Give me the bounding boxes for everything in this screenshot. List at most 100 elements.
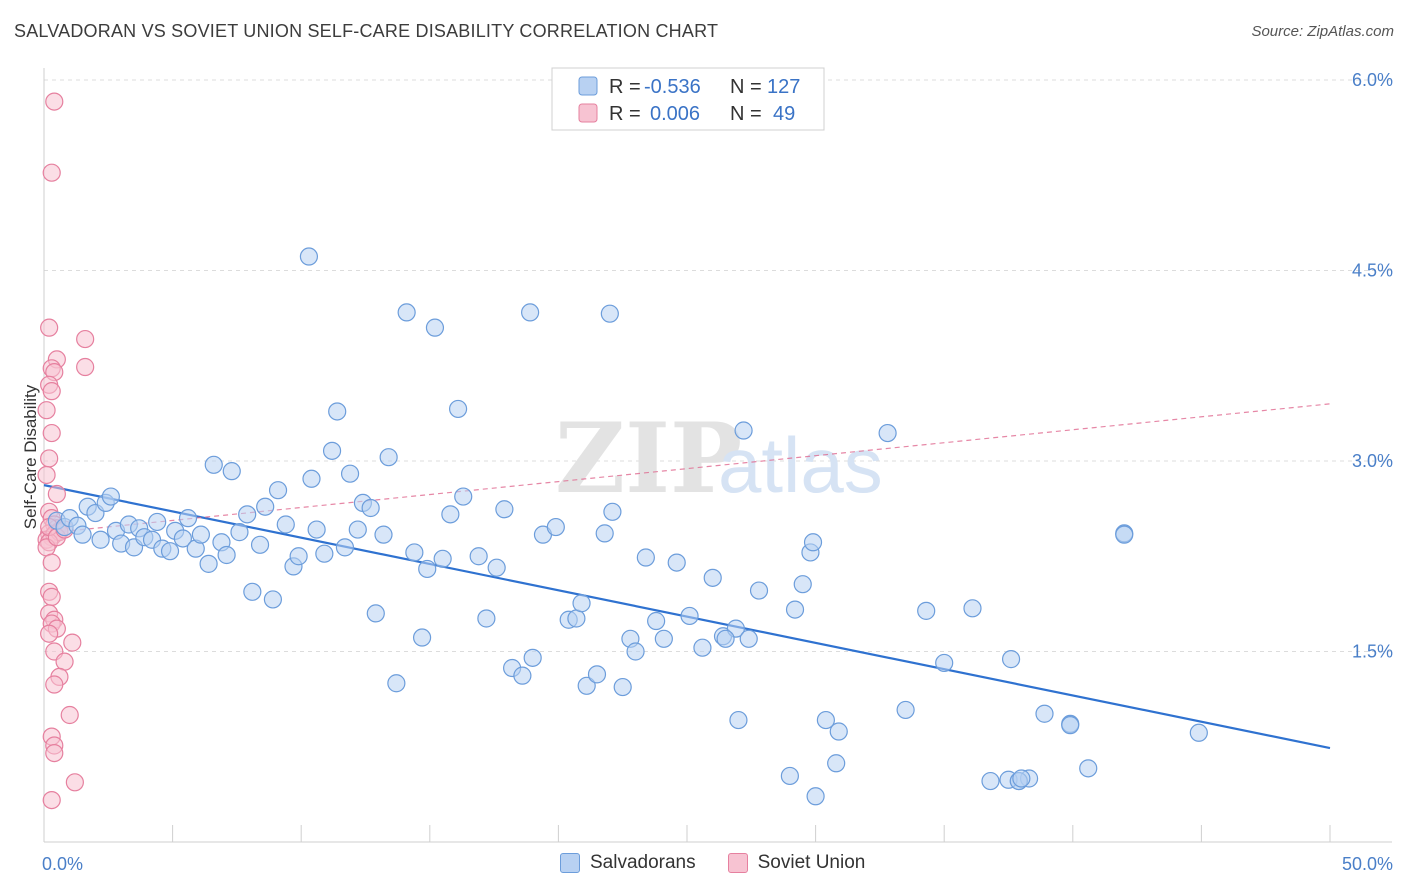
salvadorans-point: [785, 600, 805, 619]
salvadorans-point: [647, 611, 666, 631]
salvadorans-point: [405, 543, 424, 562]
bottom-legend: Salvadorans Soviet Union: [560, 852, 897, 874]
salvadorans-point: [567, 609, 586, 628]
legend-r-label-1: R =: [609, 76, 641, 98]
salvadorans-point: [379, 448, 398, 467]
soviet-union-point: [45, 675, 64, 694]
soviet-union-point: [47, 484, 66, 504]
salvadorans-point: [917, 601, 936, 620]
y-tick-label: 4.5%: [1352, 261, 1393, 281]
salvadorans-point: [160, 542, 180, 561]
tick-labels: 1.5% 3.0% 4.5% 6.0% 0.0% 50.0%: [42, 70, 1393, 874]
salvadorans-point: [199, 554, 218, 573]
soviet-union-point: [63, 633, 82, 652]
salvadorans-point: [1189, 723, 1208, 742]
soviet-union-point: [37, 401, 56, 420]
salvadorans-point: [307, 520, 326, 539]
salvadorans-point: [729, 710, 748, 730]
salvadorans-point: [816, 710, 835, 730]
salvadorans-point: [716, 629, 735, 648]
salvadorans-point: [204, 455, 223, 474]
salvadorans-point: [276, 515, 295, 534]
salvadorans-point: [191, 525, 210, 544]
salvadorans-point: [433, 549, 452, 568]
soviet-union-point: [42, 790, 61, 810]
watermark-zip: ZIP: [555, 402, 742, 515]
salvadorans-point: [587, 665, 607, 684]
soviet-union-point: [42, 587, 61, 606]
salvadorans-point: [1012, 769, 1031, 788]
salvadorans-point: [73, 525, 92, 544]
salvadorans-point: [441, 505, 460, 524]
legend-r-value-1: -0.536: [644, 76, 701, 98]
salvadorans-point: [256, 497, 275, 516]
salvadorans-point: [521, 303, 540, 322]
salvadorans-point: [829, 722, 848, 741]
salvadorans-point: [896, 700, 915, 720]
y-axis-label: Self-Care Disability: [21, 384, 40, 529]
salvadorans-point: [178, 509, 198, 528]
salvadorans-point: [626, 642, 645, 661]
salvadorans-label: Salvadorans: [590, 852, 696, 873]
legend-n-value-1: 127: [767, 76, 800, 98]
legend-swatch-blue: [578, 76, 598, 96]
y-tick-label: 1.5%: [1352, 642, 1393, 662]
salvadorans-point: [302, 469, 321, 488]
salvadorans-point: [397, 303, 416, 322]
salvadorans-point: [603, 502, 622, 521]
salvadorans-point: [523, 648, 542, 667]
legend-n-value-2: 49: [773, 103, 795, 125]
chart-source: Source: ZipAtlas.com: [1251, 23, 1394, 40]
salvadorans-point: [667, 553, 686, 572]
grid: [44, 79, 1392, 652]
soviet-union-label: Soviet Union: [757, 852, 866, 873]
chart-title: SALVADORAN VS SOVIET UNION SELF-CARE DIS…: [14, 21, 719, 41]
salvadorans-point: [935, 653, 954, 673]
salvadorans-point: [1035, 704, 1054, 723]
salvadorans-point: [693, 638, 712, 657]
soviet-union-point: [40, 318, 59, 337]
salvadorans-point: [546, 517, 565, 537]
salvadorans-point: [387, 674, 406, 693]
salvadorans-point: [613, 677, 632, 697]
salvadorans-point: [806, 787, 825, 806]
x-tick-label: 0.0%: [42, 854, 83, 874]
salvadorans-point: [412, 628, 432, 647]
salvadorans-point: [680, 606, 699, 626]
salvadorans-point: [803, 533, 823, 552]
salvadorans-points: [47, 247, 1208, 806]
soviet-union-point: [65, 773, 84, 792]
salvadorans-point: [477, 609, 496, 628]
salvadorans-point: [739, 629, 758, 648]
salvadorans-point: [1061, 716, 1080, 735]
salvadorans-point: [418, 559, 437, 579]
salvadorans-point: [1079, 759, 1098, 778]
salvadorans-point: [217, 545, 236, 565]
salvadorans-point: [148, 512, 167, 532]
salvadorans-point: [348, 520, 367, 539]
legend-n-label-2: N =: [730, 103, 762, 125]
soviet-union-point: [40, 624, 59, 643]
salvadorans-point: [374, 525, 393, 544]
soviet-union-swatch: [727, 853, 748, 873]
salvadorans-point: [366, 604, 385, 623]
soviet-union-point: [60, 705, 79, 725]
soviet-union-point: [45, 743, 64, 763]
legend-box: R = -0.536 N = 127 R = 0.006 N = 49: [551, 67, 825, 131]
soviet-union-point: [76, 329, 95, 349]
salvadorans-point: [250, 535, 270, 554]
salvadorans-point: [572, 594, 591, 613]
soviet-union-point: [76, 357, 95, 377]
salvadorans-point: [595, 524, 614, 543]
salvadorans-point: [577, 676, 596, 695]
salvadorans-point: [322, 441, 342, 460]
salvadorans-point: [335, 538, 355, 557]
soviet-union-point: [42, 163, 61, 182]
y-tick-label: 3.0%: [1352, 451, 1393, 471]
salvadorans-point: [469, 547, 488, 566]
salvadorans-point: [222, 462, 241, 481]
bottom-legend-soviet-union: Soviet Union: [727, 852, 866, 874]
salvadorans-point: [448, 399, 468, 419]
salvadorans-point: [425, 318, 445, 337]
